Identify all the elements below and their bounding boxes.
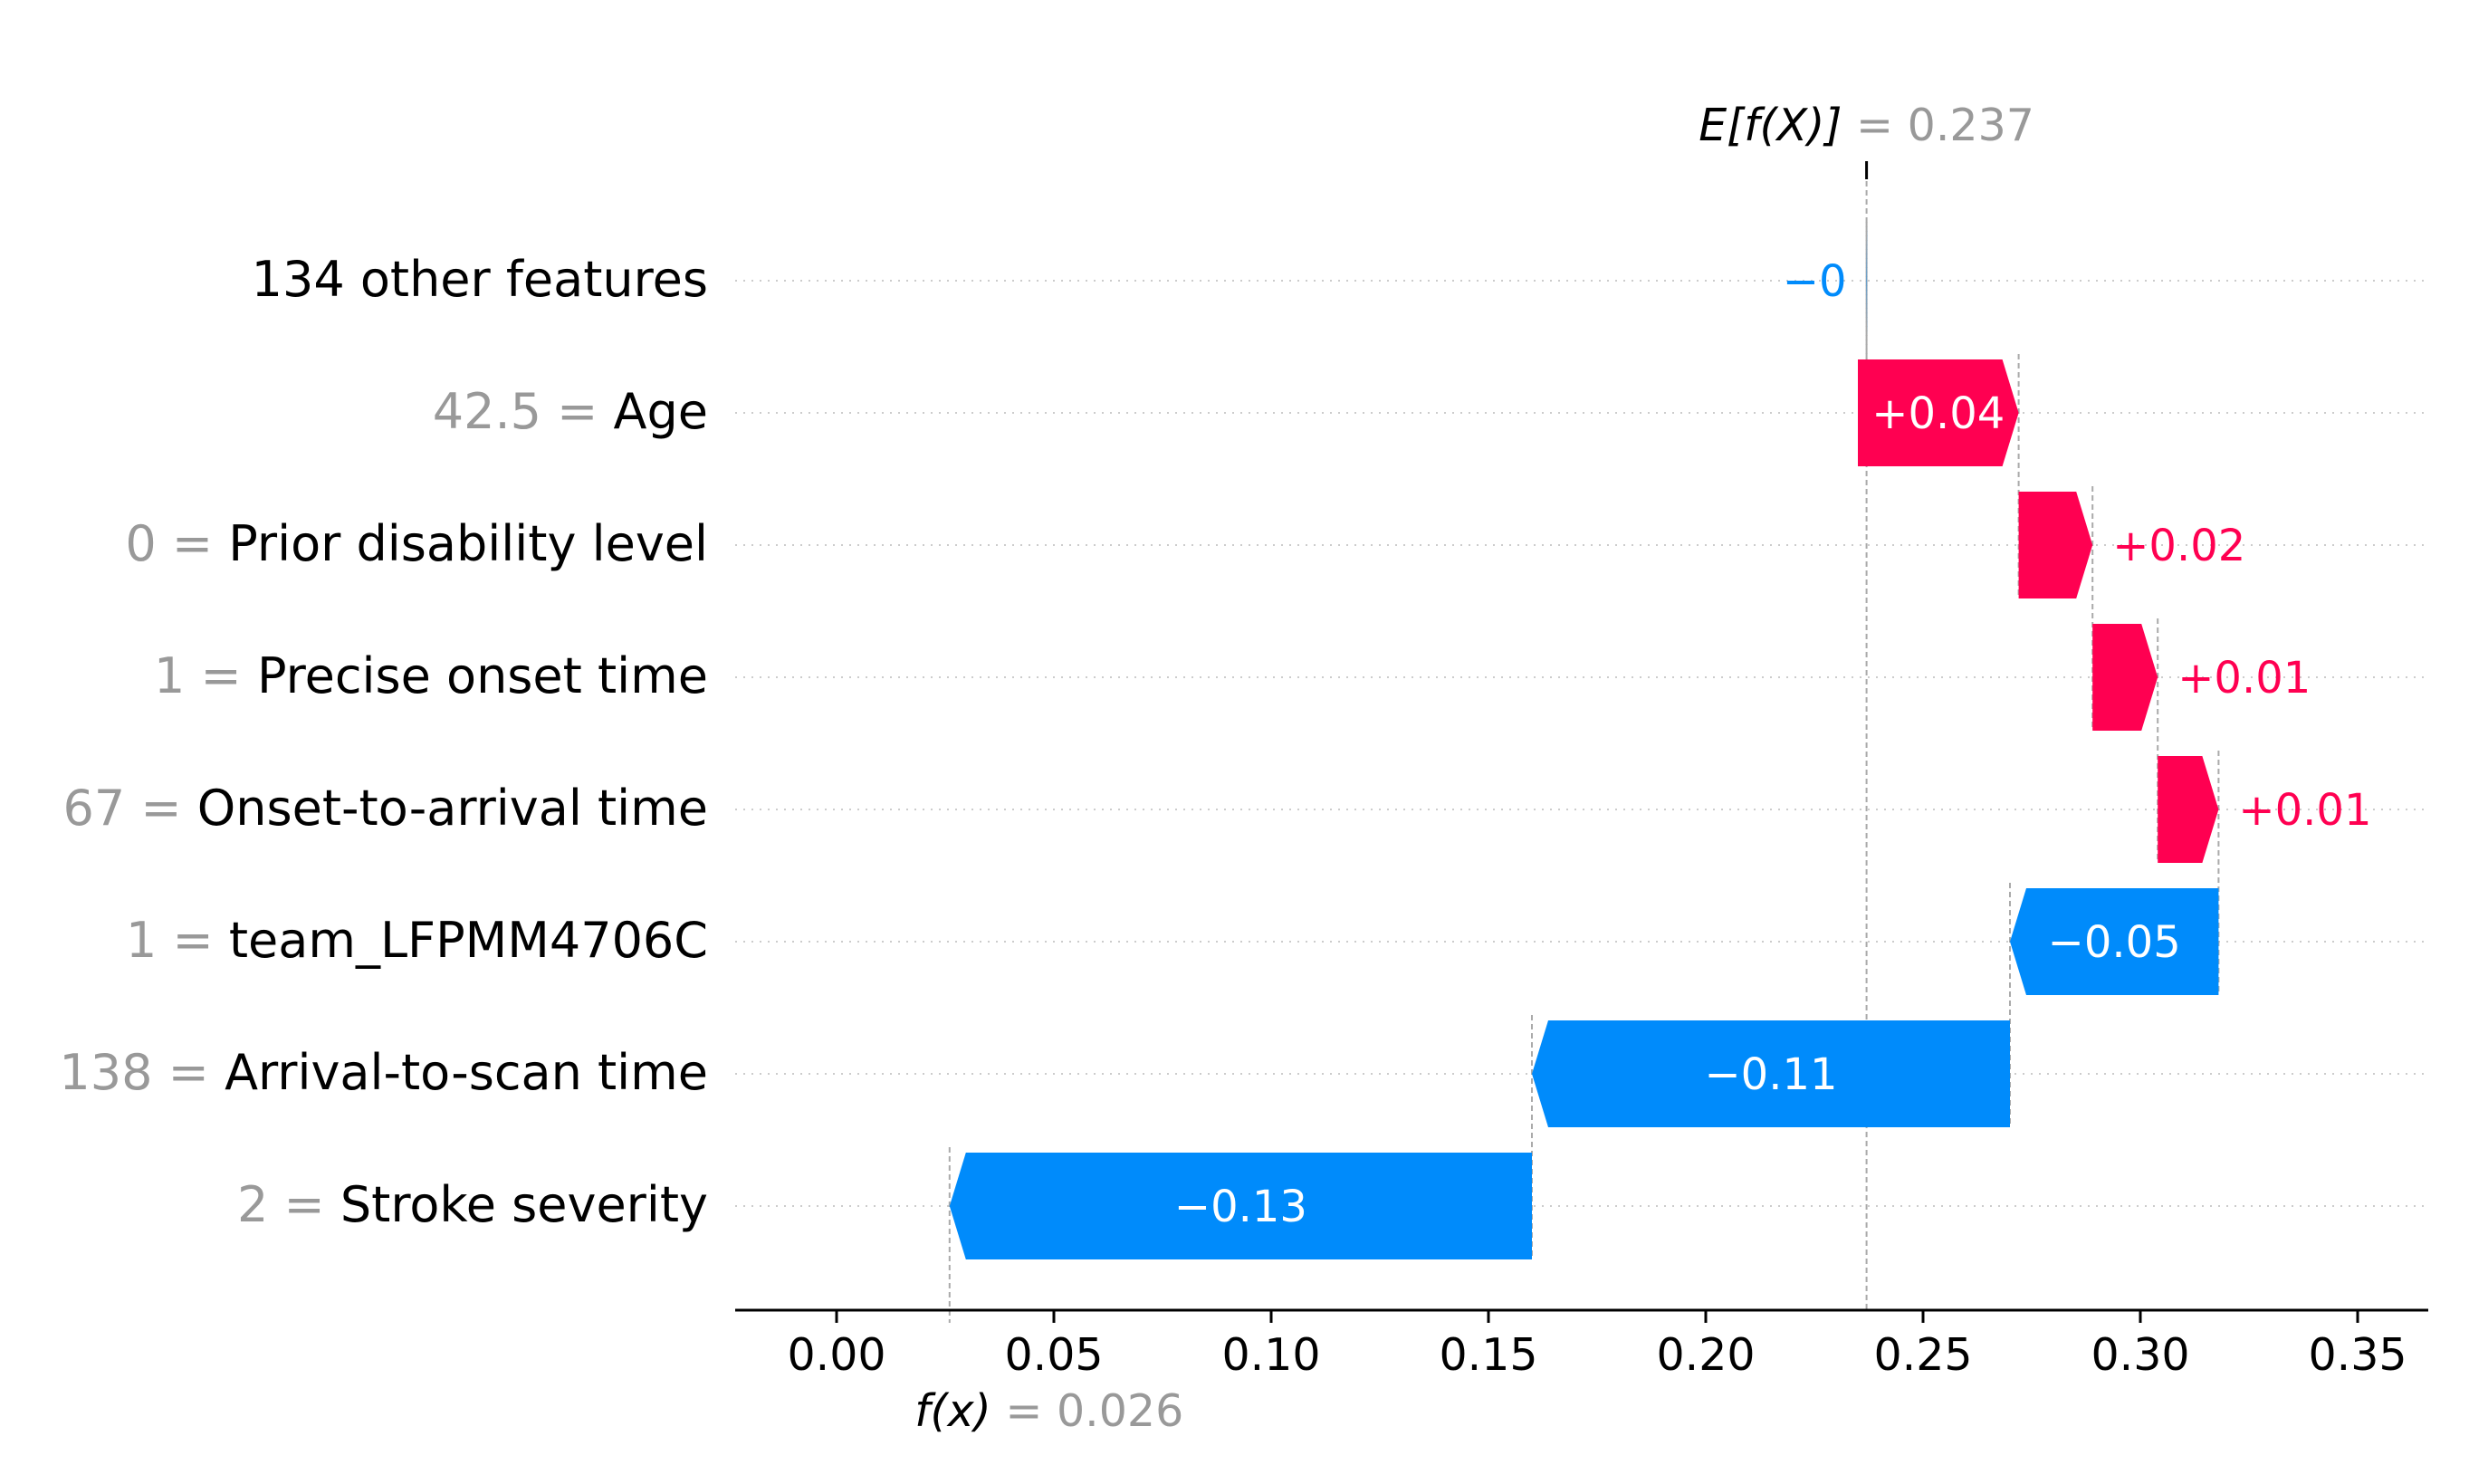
feature-label: 0 = Prior disability level xyxy=(125,515,708,572)
feature-label: 2 = Stroke severity xyxy=(237,1176,708,1233)
bar-value-label: +0.01 xyxy=(2177,653,2311,704)
annotations: E[f(X)] = 0.237 f(x) = 0.026 xyxy=(914,100,2034,1437)
waterfall-bar xyxy=(2092,624,2158,731)
feature-name-text: Onset-to-arrival time xyxy=(197,780,708,837)
feature-label: 67 = Onset-to-arrival time xyxy=(62,780,708,837)
x-tick-label: 0.00 xyxy=(787,1329,885,1381)
output-value-annotation: f(x) = 0.026 xyxy=(914,1385,1183,1437)
feature-label: 1 = Precise onset time xyxy=(154,647,708,704)
output-value-text: = 0.026 xyxy=(1005,1385,1183,1437)
bar-value-label: −0.05 xyxy=(2048,917,2181,968)
feature-value-text: 67 = xyxy=(62,780,196,837)
feature-label: 42.5 = Age xyxy=(433,383,708,440)
feature-value-text: 1 = xyxy=(126,912,229,969)
waterfall-bar xyxy=(2010,888,2219,995)
feature-value-text: 1 = xyxy=(154,647,257,704)
bar-connectors xyxy=(948,161,2220,1323)
waterfall-bar xyxy=(2018,492,2093,598)
feature-value-text: 138 = xyxy=(59,1044,225,1101)
feature-name-text: Age xyxy=(614,383,708,440)
bar-value-label: −0 xyxy=(1783,256,1847,307)
x-tick-label: 0.15 xyxy=(1439,1329,1537,1381)
feature-name-text: Stroke severity xyxy=(340,1176,708,1233)
feature-name-text: 134 other features xyxy=(252,251,708,308)
feature-value-text: 42.5 = xyxy=(433,383,614,440)
x-tick-label: 0.35 xyxy=(2308,1329,2407,1381)
waterfall-bar xyxy=(1532,1020,2010,1127)
feature-label: 138 = Arrival-to-scan time xyxy=(59,1044,708,1101)
bars: −0 +0.04 +0.02 +0.01 +0.01 −0.05 −0.11 −0.13 xyxy=(949,227,2371,1259)
bar-value-label: −0.11 xyxy=(1704,1049,1837,1100)
x-tick-label: 0.25 xyxy=(1873,1329,1972,1381)
bar-value-label: +0.04 xyxy=(1871,388,2005,439)
feature-labels: 134 other features 42.5 = Age 0 = Prior di… xyxy=(59,251,708,1233)
feature-name-text: Precise onset time xyxy=(257,647,708,704)
x-axis: 0.00 0.05 0.10 0.15 0.20 0.25 0.30 0.35 xyxy=(735,1308,2428,1381)
waterfall-bar xyxy=(949,1153,1532,1259)
x-tick-label: 0.05 xyxy=(1004,1329,1103,1381)
feature-name-text: Prior disability level xyxy=(228,515,708,572)
base-value-text: = 0.237 xyxy=(1856,100,2034,151)
x-tick-label: 0.30 xyxy=(2091,1329,2189,1381)
feature-label: 1 = team_LFPMM4706C xyxy=(126,912,708,969)
waterfall-bar xyxy=(2158,756,2219,863)
bar-value-label: +0.01 xyxy=(2238,785,2371,836)
feature-name-text: Arrival-to-scan time xyxy=(225,1044,708,1101)
output-value-symbol: f(x) xyxy=(914,1385,1005,1437)
feature-value-text: 2 = xyxy=(237,1176,340,1233)
x-tick-label: 0.10 xyxy=(1221,1329,1320,1381)
bar-value-label: −0.13 xyxy=(1174,1182,1307,1232)
feature-name-text: team_LFPMM4706C xyxy=(229,912,708,969)
bar-value-label: +0.02 xyxy=(2112,521,2245,571)
feature-value-text: 0 = xyxy=(125,515,228,572)
waterfall-bar xyxy=(1858,359,2019,466)
base-value-annotation: E[f(X)] = 0.237 xyxy=(1699,100,2034,151)
feature-label: 134 other features xyxy=(252,251,708,308)
base-value-symbol: E[f(X)] xyxy=(1699,100,1856,151)
x-tick-label: 0.20 xyxy=(1656,1329,1755,1381)
